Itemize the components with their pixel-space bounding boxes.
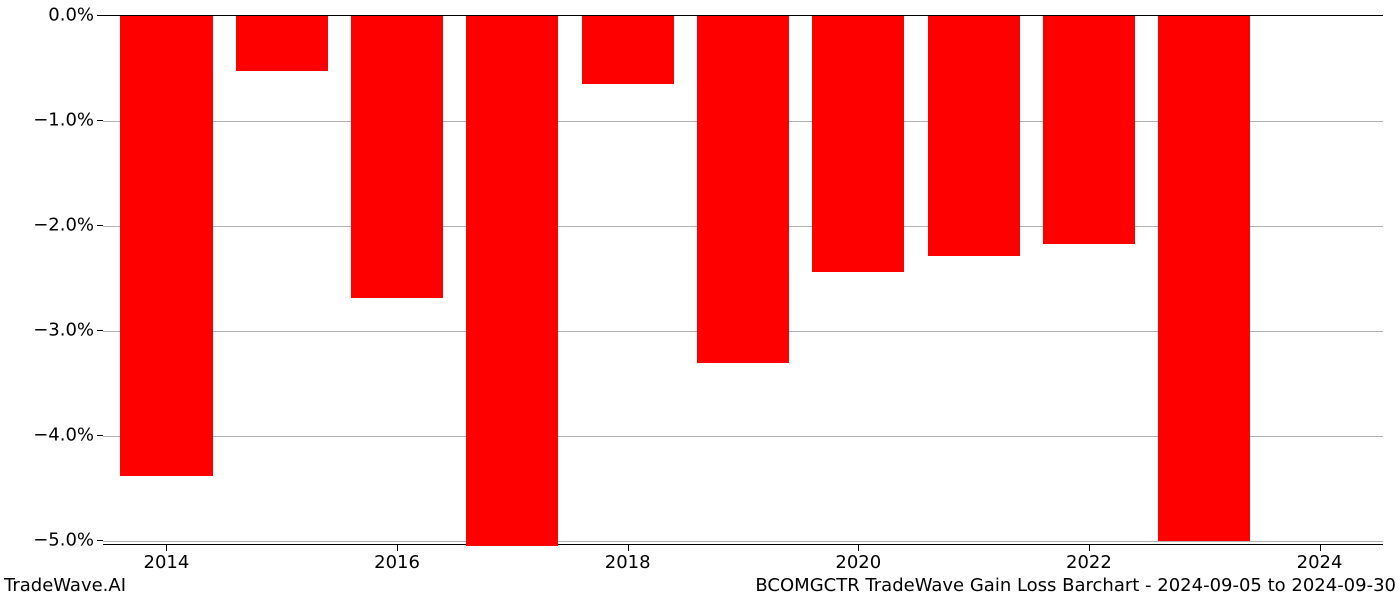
y-axis-tick-mark — [97, 540, 103, 541]
y-axis-tick-label: −1.0% — [33, 109, 94, 130]
x-axis-tick-label: 2014 — [144, 552, 190, 573]
x-axis-tick-mark — [858, 545, 859, 551]
y-axis-tick-mark — [97, 15, 103, 16]
gridline — [103, 541, 1383, 542]
y-axis-tick-mark — [97, 225, 103, 226]
bar — [812, 16, 904, 272]
bar — [1158, 16, 1250, 541]
bar — [1043, 16, 1135, 244]
bar — [236, 16, 328, 71]
footer-right-label: BCOMGCTR TradeWave Gain Loss Barchart - … — [755, 575, 1396, 596]
x-axis-tick-mark — [628, 545, 629, 551]
y-axis-tick-mark — [97, 120, 103, 121]
chart-plot-area — [103, 15, 1383, 545]
bar — [466, 16, 558, 546]
bar — [582, 16, 674, 84]
bar — [351, 16, 443, 298]
x-axis-tick-label: 2022 — [1066, 552, 1112, 573]
x-axis-tick-mark — [166, 545, 167, 551]
y-axis-tick-mark — [97, 435, 103, 436]
bar — [697, 16, 789, 363]
y-axis-tick-label: 0.0% — [48, 5, 94, 26]
y-axis-tick-mark — [97, 330, 103, 331]
y-axis-tick-label: −2.0% — [33, 214, 94, 235]
footer-left-label: TradeWave.AI — [4, 575, 126, 596]
x-axis-tick-label: 2016 — [374, 552, 420, 573]
x-axis-tick-label: 2024 — [1297, 552, 1343, 573]
y-axis-tick-label: −4.0% — [33, 424, 94, 445]
x-axis-tick-mark — [1089, 545, 1090, 551]
bar — [120, 16, 212, 476]
x-axis-tick-label: 2020 — [835, 552, 881, 573]
y-axis-tick-label: −5.0% — [33, 529, 94, 550]
plot-area — [103, 15, 1383, 545]
bar — [928, 16, 1020, 256]
x-axis-tick-mark — [397, 545, 398, 551]
x-axis-tick-label: 2018 — [605, 552, 651, 573]
x-axis-tick-mark — [1320, 545, 1321, 551]
y-axis-tick-label: −3.0% — [33, 319, 94, 340]
